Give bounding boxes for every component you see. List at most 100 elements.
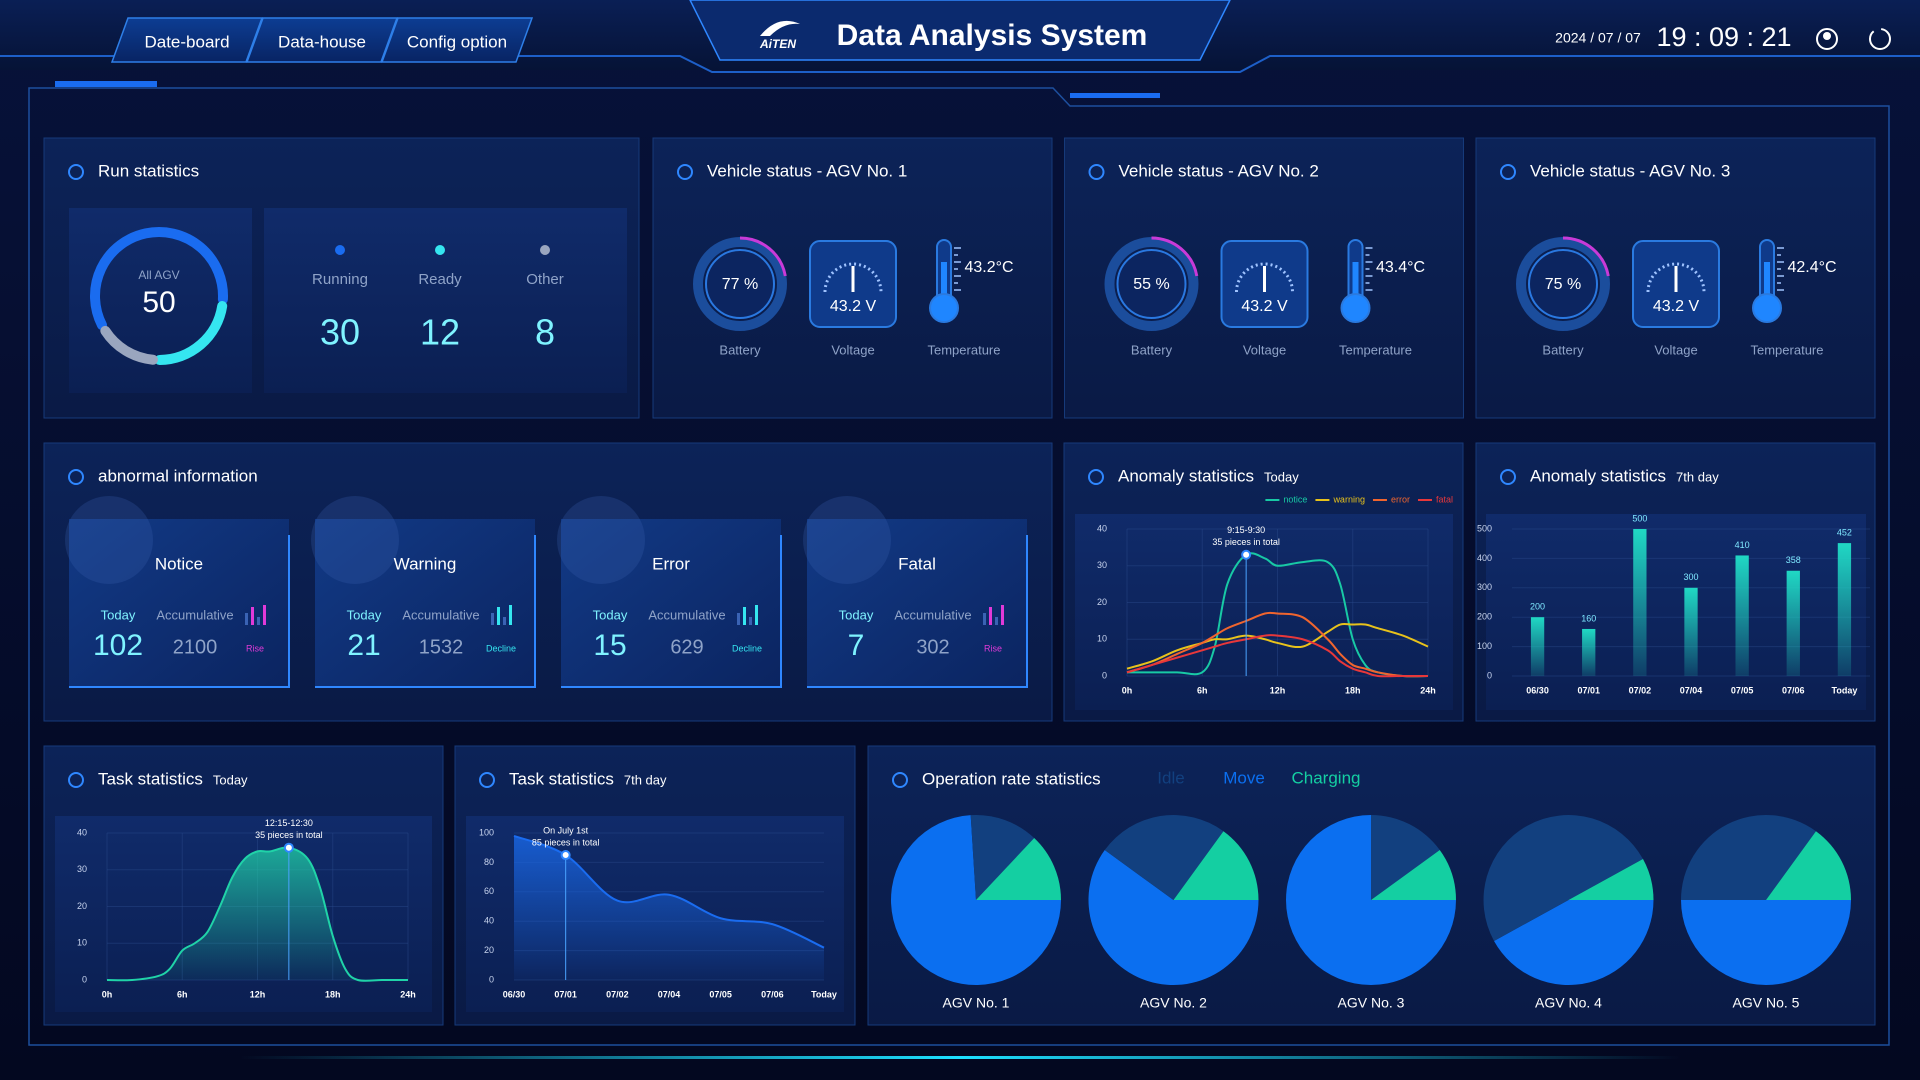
- battery-core: [705, 249, 775, 319]
- bar: [1684, 587, 1698, 676]
- card-accumulative-label: Accumulative: [894, 607, 971, 622]
- status-dot: [335, 245, 345, 255]
- battery-core: [1116, 249, 1187, 319]
- x-tick-label: 0h: [102, 989, 113, 999]
- card-edge: [69, 535, 290, 688]
- temperature-value: 42.4°C: [1787, 259, 1836, 276]
- y-tick-label: 60: [484, 886, 494, 896]
- trend-bar: [743, 607, 746, 625]
- chart-background: [1486, 514, 1866, 710]
- trend-bar: [755, 605, 758, 625]
- pie-slice: [1494, 900, 1654, 986]
- trend-bar: [245, 613, 248, 625]
- status-name: Other: [526, 271, 564, 288]
- card-title: Warning: [394, 554, 457, 573]
- legend-label[interactable]: Idle: [1157, 768, 1184, 787]
- panel-icon: [1088, 164, 1105, 180]
- card-title: Fatal: [898, 554, 936, 573]
- panel-icon: [68, 469, 84, 485]
- nav-tab[interactable]: Date-board: [110, 17, 264, 63]
- nav-tab[interactable]: Data-house: [245, 17, 399, 63]
- nav-tab[interactable]: Config option: [380, 17, 534, 63]
- gauge-label: Battery: [719, 342, 761, 357]
- nav-tab-shape: [380, 17, 534, 63]
- battery-accent: [1562, 236, 1610, 277]
- pie-label: AGV No. 3: [1338, 995, 1405, 1011]
- legend-label[interactable]: Move: [1223, 768, 1265, 787]
- y-tick-label: 300: [1477, 582, 1492, 592]
- y-tick-label: 0: [1102, 670, 1107, 680]
- panel-icon: [68, 772, 84, 788]
- x-tick-label: 24h: [1420, 685, 1436, 695]
- panel-title: Anomaly statistics: [1118, 466, 1254, 485]
- pie-slice: [1371, 850, 1456, 900]
- card-today-label: Today: [839, 607, 874, 622]
- voltage-value: 43.2 V: [830, 298, 877, 315]
- user-button[interactable]: [1816, 28, 1838, 50]
- card-watermark: [311, 496, 399, 584]
- card-accumulative-label: Accumulative: [402, 607, 479, 622]
- legend-label: error: [1391, 494, 1410, 504]
- battery-accent: [739, 236, 787, 277]
- pie-slice: [976, 838, 1061, 900]
- y-tick-label: 0: [82, 974, 87, 984]
- header-line: [0, 55, 1920, 73]
- panel-icon: [68, 164, 84, 180]
- gauge-label: Temperature: [1339, 342, 1412, 357]
- annotation-point: [560, 850, 571, 861]
- trend-bar: [257, 617, 260, 625]
- ring-segment: [100, 325, 158, 365]
- card-accumulative-value: 1532: [419, 636, 464, 658]
- card: [561, 519, 781, 687]
- card-watermark: [803, 496, 891, 584]
- card: [315, 519, 535, 687]
- battery-ring: [1104, 237, 1199, 331]
- voltage-dial: [823, 262, 883, 293]
- panel-subtitle: Today: [213, 772, 248, 787]
- battery-value: 55 %: [1133, 276, 1169, 293]
- voltage-dial: [1646, 262, 1706, 293]
- card-trend: Rise: [246, 643, 264, 653]
- trend-bar: [503, 617, 506, 625]
- pie-slice: [970, 815, 1035, 900]
- annotation-text: 85 pieces in total: [532, 837, 600, 847]
- pie-slice: [1681, 815, 1816, 900]
- date: 2024 / 07 / 07: [1555, 30, 1641, 46]
- card-edge: [315, 535, 536, 688]
- gauge-label: Voltage: [1243, 342, 1286, 357]
- card: [69, 519, 289, 687]
- status-dot: [540, 245, 550, 255]
- voltage-value: 43.2 V: [1653, 298, 1700, 315]
- status-value: 30: [320, 312, 360, 353]
- language-button[interactable]: [1869, 28, 1891, 50]
- bar-value-label: 452: [1837, 527, 1852, 537]
- pie-label: AGV No. 2: [1140, 995, 1207, 1011]
- logo-mark: [760, 20, 800, 36]
- pie-label: AGV No. 5: [1733, 995, 1800, 1011]
- status-dot: [435, 245, 445, 255]
- x-tick-label: 07/02: [606, 989, 629, 999]
- line: [1126, 611, 1429, 678]
- bar: [1582, 628, 1596, 676]
- legend-label[interactable]: Charging: [1292, 768, 1361, 787]
- pie-slice: [1766, 831, 1851, 900]
- title-plate: [689, 0, 1231, 61]
- gauge-label: Temperature: [928, 342, 1001, 357]
- trend-bar: [737, 613, 740, 625]
- annotation-text: On July 1st: [543, 825, 589, 835]
- battery-accent: [1151, 236, 1199, 277]
- trend-bar: [1001, 605, 1004, 625]
- bar: [1735, 555, 1749, 676]
- area: [514, 835, 824, 980]
- pie-slice: [1568, 859, 1654, 900]
- y-tick-label: 30: [1097, 560, 1107, 570]
- panel-title: Vehicle status - AGV No. 2: [1119, 161, 1319, 180]
- chart-background: [1075, 514, 1453, 710]
- x-tick-label: 07/05: [709, 989, 732, 999]
- card-today-value: 102: [93, 629, 143, 662]
- frame-accent: [1070, 93, 1160, 98]
- card-accumulative-label: Accumulative: [648, 607, 725, 622]
- line: [1126, 634, 1428, 678]
- nav-tab-shape: [110, 17, 264, 63]
